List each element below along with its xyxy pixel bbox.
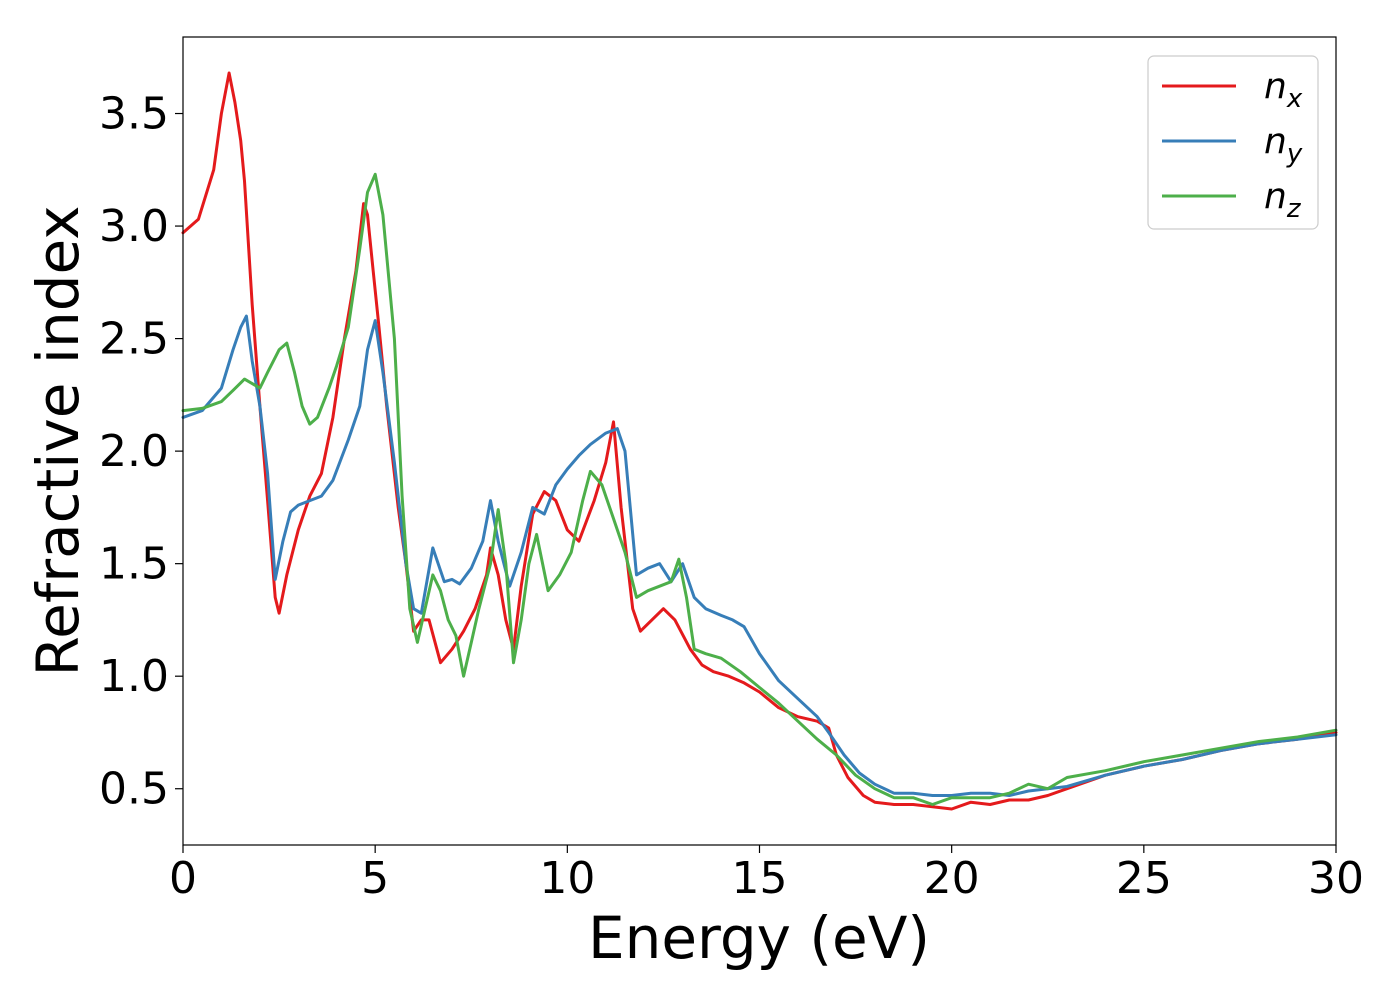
y-tick-label: 2.0 bbox=[99, 426, 169, 477]
y-tick-label: 1.0 bbox=[99, 651, 169, 702]
y-axis-ticks: 0.5 1.0 1.5 2.0 2.5 3.0 3.5 bbox=[99, 89, 183, 815]
x-tick-label: 10 bbox=[539, 853, 595, 904]
x-tick-label: 25 bbox=[1116, 853, 1172, 904]
legend-label-nx: nx bbox=[1264, 66, 1303, 114]
series-line-nz bbox=[181, 172, 1338, 806]
legend-label-ny: ny bbox=[1264, 121, 1303, 169]
x-tick-label: 0 bbox=[169, 853, 197, 904]
y-tick-label: 2.5 bbox=[99, 314, 169, 365]
y-tick-label: 0.5 bbox=[99, 764, 169, 815]
y-tick-label: 3.5 bbox=[99, 89, 169, 140]
y-tick-label: 1.5 bbox=[99, 539, 169, 590]
x-axis-ticks: 0 5 10 15 20 25 30 bbox=[169, 845, 1364, 904]
series-group bbox=[181, 71, 1338, 811]
x-axis-label: Energy (eV) bbox=[588, 904, 930, 972]
x-tick-label: 5 bbox=[361, 853, 389, 904]
x-tick-label: 15 bbox=[732, 853, 788, 904]
plot-area bbox=[183, 37, 1336, 845]
y-axis-label: Refractive index bbox=[24, 205, 92, 676]
x-tick-label: 20 bbox=[924, 853, 980, 904]
series-line-nx bbox=[181, 71, 1338, 811]
legend-label-nz: nz bbox=[1264, 176, 1302, 224]
legend: nx ny nz bbox=[1147, 55, 1319, 230]
series-line-ny bbox=[181, 314, 1338, 797]
y-tick-label: 3.0 bbox=[99, 201, 169, 252]
x-tick-label: 30 bbox=[1308, 853, 1364, 904]
